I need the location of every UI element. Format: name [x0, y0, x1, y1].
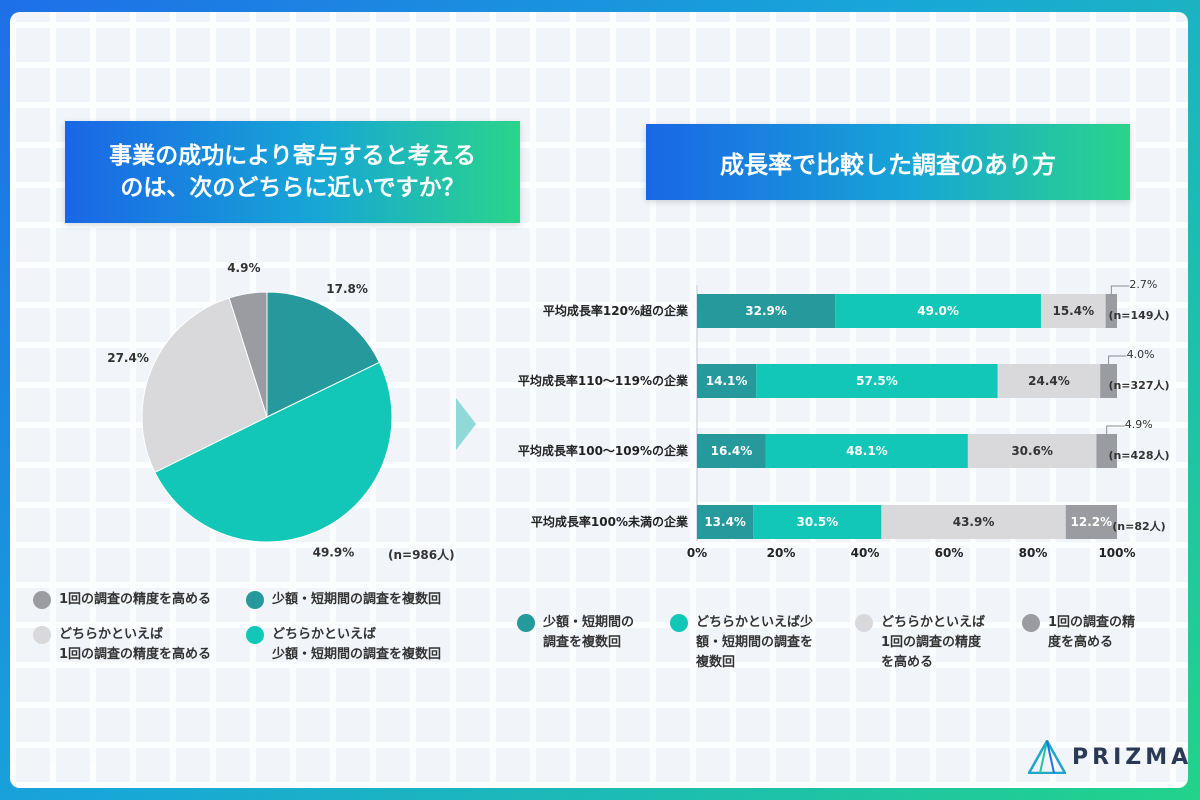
arrow-right-icon [456, 398, 476, 450]
pie-n-label: (n=986人) [388, 548, 455, 562]
left-question-banner: 事業の成功により寄与すると考える のは、次のどちらに近いですか？ [65, 121, 520, 223]
legend-dot [33, 591, 51, 609]
pie-legend-item: どちらかといえば 少額・短期間の調査を複数回 [246, 625, 441, 665]
bar-legend-item: どちらかといえば 1回の調査の精度 を高める [855, 613, 985, 673]
legend-dot [33, 626, 51, 644]
legend-dot [246, 626, 264, 644]
legend-dot [517, 614, 535, 632]
right-title-banner: 成長率で比較した調査のあり方 [646, 124, 1130, 200]
left-title-line1: 事業の成功により寄与すると考える [109, 143, 476, 169]
legend-dot [246, 591, 264, 609]
prizma-logo: PRIZMA [1028, 740, 1192, 774]
pie-legend-item: 1回の調査の精度を高める [33, 590, 211, 610]
legend-dot [1022, 614, 1040, 632]
legend-dot [855, 614, 873, 632]
left-title-line2: のは、次のどちらに近いですか？ [120, 175, 465, 201]
brand-name: PRIZMA [1072, 744, 1193, 770]
bar-legend-item: どちらかといえば少 額・短期間の調査を 複数回 [670, 613, 813, 673]
legend-dot [670, 614, 688, 632]
right-title: 成長率で比較した調査のあり方 [720, 150, 1056, 179]
pie-legend-item: 少額・短期間の調査を複数回 [246, 590, 441, 610]
prism-logo-icon [1028, 740, 1066, 774]
pie-legend-item: どちらかといえば 1回の調査の精度を高める [33, 625, 211, 665]
bar-legend-item: 少額・短期間の 調査を複数回 [517, 613, 634, 653]
bar-legend-item: 1回の調査の精 度を高める [1022, 613, 1135, 653]
